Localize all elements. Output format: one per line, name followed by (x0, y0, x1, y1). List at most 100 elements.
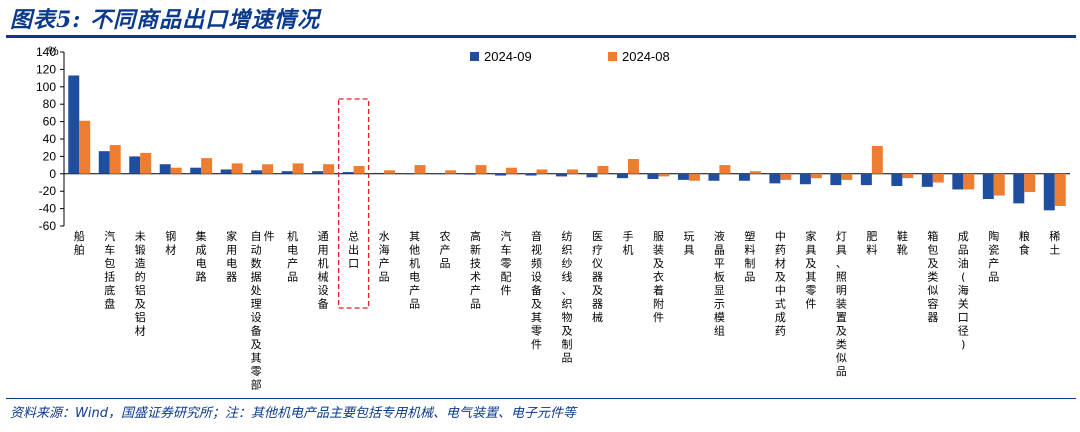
bar-series2 (140, 152, 152, 174)
bar-series2 (262, 164, 274, 174)
bar-series2 (658, 173, 670, 177)
category-label: 服装及衣着附件 (653, 230, 664, 324)
category-label: 水海产品 (379, 230, 390, 284)
bar-series1 (647, 173, 659, 180)
bar-series1 (373, 172, 385, 174)
highlight-box (337, 98, 370, 309)
chart-title: 图表5: 不同商品出口增速情况 (10, 7, 321, 33)
legend-label-series2: 2024-08 (622, 49, 670, 64)
category-label: 粮食 (1019, 229, 1030, 257)
y-axis-unit: % (48, 44, 59, 58)
category-label: 机电产品 (287, 229, 298, 284)
bar-series2 (719, 165, 731, 174)
bar-series2 (963, 173, 975, 190)
bar-series1 (403, 173, 415, 175)
bar-series2 (810, 173, 822, 179)
bar-series1 (891, 173, 903, 186)
bar-series1 (464, 173, 476, 175)
legend-swatch-series2 (608, 52, 617, 61)
bar-series2 (323, 164, 335, 174)
legend-label-series1: 2024-09 (484, 49, 532, 64)
bar-series1 (495, 173, 507, 176)
legend-swatch-series1 (470, 52, 479, 61)
bar-series1 (281, 171, 293, 174)
category-label: 手机 (622, 229, 633, 257)
bar-series1 (342, 172, 354, 174)
category-label: 船舶 (74, 229, 85, 257)
bar-series1 (616, 173, 628, 179)
bar-series1 (708, 173, 720, 181)
bar-series1 (98, 151, 110, 174)
category-label: 鞋靴 (897, 229, 908, 257)
bar-series1 (860, 173, 872, 186)
bar-series2 (445, 170, 457, 174)
bar-series1 (677, 173, 689, 180)
category-label: 自动数据处理设备及其零部件 (251, 230, 275, 392)
y-tick-label: 60 (43, 115, 57, 129)
footer-divider (6, 398, 1076, 399)
source-note: 资料来源：Wind，国盛证券研究所；注：其他机电产品主要包括专用机械、电气装置、… (10, 406, 576, 421)
bar-series2 (932, 173, 944, 183)
bar-series1 (830, 173, 842, 186)
category-label: 高新技术产品 (470, 229, 481, 311)
bar-series2 (170, 167, 182, 174)
category-label: 玩具 (683, 230, 694, 257)
y-tick-label: 100 (36, 80, 56, 94)
bar-series2 (384, 170, 396, 174)
bar-series1 (220, 169, 232, 174)
bar-series2 (109, 145, 121, 174)
bar-series2 (201, 158, 213, 174)
category-label: 集成电路 (196, 229, 207, 284)
category-label: 汽车零配件 (501, 229, 512, 297)
category-label: 中药材及中式成药 (775, 230, 786, 338)
bar-series1 (190, 167, 202, 174)
bar-series1 (159, 164, 171, 174)
bar-series2 (79, 120, 91, 174)
bar-series1 (525, 173, 537, 176)
bar-series1 (129, 156, 141, 174)
y-tick-label: 20 (43, 149, 57, 163)
y-tick-label: -20 (39, 184, 57, 198)
category-label: 钢材 (165, 230, 176, 257)
category-label: 医疗仪器及器械 (592, 230, 603, 324)
category-label: 成品油(海关口径) (958, 230, 969, 351)
bar-series1 (921, 173, 933, 187)
category-label: 通用机械设备 (318, 230, 329, 311)
bar-series2 (597, 165, 609, 174)
bar-series1 (738, 173, 750, 181)
y-tick-label: -40 (39, 202, 57, 216)
bar-series1 (68, 75, 80, 174)
bar-series2 (749, 171, 761, 174)
category-label: 箱包及类似容器 (927, 229, 938, 324)
bar-series1 (769, 173, 781, 184)
bar-series2 (353, 165, 365, 174)
category-label: 汽车包括底盘 (104, 229, 115, 311)
title-divider (6, 35, 1076, 38)
bar-series2 (536, 169, 548, 174)
bar-series2 (1054, 173, 1066, 206)
category-label: 农产品 (440, 229, 451, 270)
bar-series2 (1024, 173, 1036, 193)
bar-series2 (993, 173, 1005, 196)
bar-series2 (475, 165, 487, 174)
bar-series2 (292, 163, 304, 174)
bar-series1 (1043, 173, 1055, 211)
category-label: 其他机电产品 (409, 230, 420, 311)
bar-series1 (586, 173, 598, 178)
y-tick-label: -60 (39, 219, 57, 233)
bar-series1 (434, 173, 446, 175)
bar-series2 (567, 169, 578, 174)
category-label: 陶瓷产品 (988, 229, 999, 284)
bar-series1 (952, 173, 964, 190)
category-label: 灯具、照明装置及类似品 (836, 230, 847, 378)
bar-series1 (556, 173, 567, 177)
bar-series1 (312, 171, 324, 174)
bar-series1 (982, 173, 994, 200)
bar-series2 (506, 167, 518, 174)
chart-legend: 2024-09 2024-08 (470, 49, 670, 64)
chart-bars (68, 75, 1066, 211)
y-tick-label: 120 (36, 62, 56, 76)
category-labels: 船舶 汽车包括底盘 未锻造的铝及铝材 钢材 集成电路 家用电器 自动数据处理设备及其零部件机… (74, 229, 1061, 392)
bar-series2 (902, 173, 914, 179)
category-label: 总出口 (348, 229, 359, 270)
